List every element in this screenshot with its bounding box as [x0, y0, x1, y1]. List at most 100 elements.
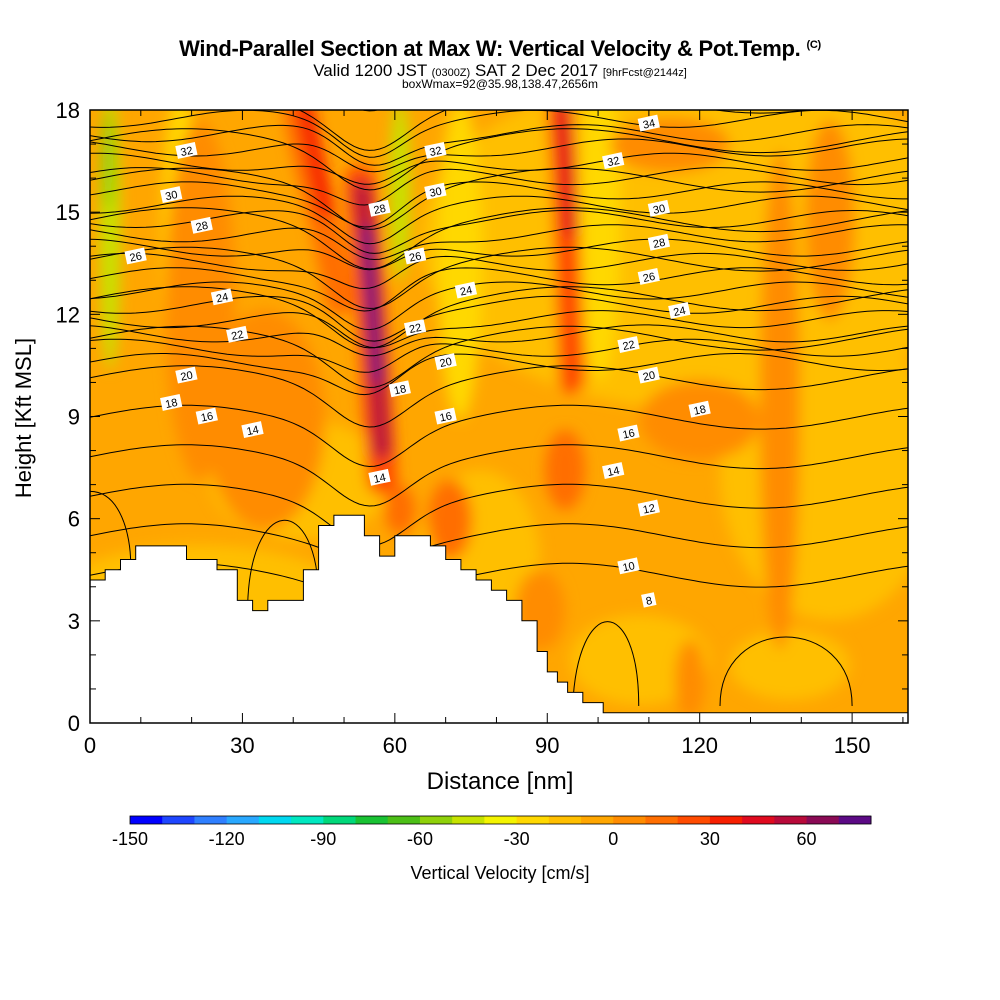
theta-label-18: 18: [388, 380, 411, 397]
theta-isentrope: [90, 167, 908, 206]
field-shading: [90, 110, 908, 720]
x-tick-label: 30: [230, 733, 254, 758]
theta-label-bg: [617, 557, 640, 575]
theta-isentrope: [90, 267, 908, 312]
theta-label-bg: [668, 301, 691, 319]
theta-label-bg: [403, 319, 427, 336]
theta-label-text: 10: [622, 560, 636, 574]
theta-label-bg: [637, 499, 660, 517]
updraft-main-peak: [361, 225, 382, 385]
y-tick-label: 0: [68, 711, 80, 736]
theta-label-bg: [160, 186, 183, 204]
theta-isentrope: [90, 338, 908, 373]
valid-utc: (0300Z): [431, 67, 471, 79]
theta-label-text: 20: [642, 369, 656, 383]
theta-label-16: 16: [617, 424, 640, 442]
theta-label-20: 20: [434, 353, 457, 370]
theta-label-14: 14: [241, 421, 264, 439]
theta-label-text: 20: [179, 369, 193, 383]
theta-isentrope: [90, 181, 908, 228]
theta-label-bg: [424, 141, 447, 159]
y-tick-label: 6: [68, 507, 80, 532]
theta-isentrope: [90, 152, 908, 185]
theta-label-14: 14: [602, 462, 625, 479]
valid-date: SAT 2 Dec 2017: [474, 61, 599, 80]
updraft-left-core: [296, 110, 334, 219]
x-tick-label: 0: [84, 733, 96, 758]
theta-label-bg: [403, 247, 427, 265]
field-patch: [165, 120, 235, 480]
theta-label-28: 28: [368, 199, 391, 217]
theta-label-bg: [602, 152, 625, 170]
theta-isentrope: [90, 252, 908, 290]
theta-label-12: 12: [637, 499, 660, 517]
theta-label-bg: [241, 421, 264, 439]
field-patch: [675, 640, 705, 720]
theta-contour-10: [90, 523, 908, 562]
theta-label-bg: [602, 462, 625, 479]
axis-ticks: [89, 109, 908, 724]
field-patch: [390, 110, 410, 280]
theta-label-text: 24: [459, 284, 473, 298]
updraft-right-core: [555, 110, 577, 237]
theta-label-32: 32: [424, 141, 447, 159]
theta-label-text: 22: [622, 339, 636, 353]
theta-label-text: 26: [642, 271, 656, 285]
theta-label-bg: [647, 233, 671, 251]
theta-label-text: 24: [215, 291, 229, 305]
surface-contour: [572, 621, 640, 706]
theta-label-text: 28: [195, 220, 209, 234]
theta-label-bg: [617, 424, 640, 442]
theta-label-bg: [124, 247, 147, 265]
colorbar-label: Vertical Velocity [cm/s]: [410, 863, 590, 883]
theta-contour-18: [90, 365, 908, 428]
theta-label-text: 26: [408, 250, 422, 264]
theta-label-32: 32: [602, 152, 625, 170]
theta-contour-32: [298, 110, 809, 151]
theta-label-text: 12: [642, 502, 656, 516]
y-tick-label: 18: [56, 98, 80, 123]
theta-label-text: 32: [179, 145, 193, 159]
x-tick-label: 90: [535, 733, 559, 758]
theta-label-10: 10: [617, 557, 640, 575]
theta-label-text: 16: [622, 427, 636, 441]
theta-isentrope: [90, 210, 908, 254]
theta-label-text: 32: [606, 155, 620, 169]
theta-label-bg: [641, 592, 657, 608]
y-tick-label: 9: [68, 405, 80, 430]
theta-label-bg: [688, 400, 711, 418]
theta-label-16: 16: [195, 407, 218, 425]
field-patch: [720, 320, 908, 620]
theta-label-24: 24: [454, 281, 478, 299]
theta-label-28: 28: [190, 216, 213, 234]
theta-label-bg: [368, 199, 391, 217]
theta-label-text: 22: [408, 322, 422, 336]
theta-label-bg: [175, 141, 198, 159]
theta-label-34: 34: [637, 114, 660, 132]
theta-label-text: 8: [645, 595, 653, 608]
theta-label-bg: [617, 336, 640, 353]
theta-label-bg: [368, 468, 391, 486]
theta-label-text: 18: [164, 397, 178, 411]
theta-isentrope: [90, 324, 908, 357]
theta-isentrope: [90, 124, 908, 166]
theta-contour-14: [90, 444, 908, 507]
theta-label-bg: [637, 366, 660, 384]
theta-label-22: 22: [403, 319, 427, 336]
theta-label-20: 20: [175, 366, 198, 384]
theta-isentrope: [90, 353, 908, 396]
theta-label-text: 30: [164, 189, 178, 203]
field-patch: [205, 310, 325, 530]
theta-label-18: 18: [688, 400, 711, 418]
theta-label-bg: [424, 182, 447, 200]
theta-contour-24: [90, 246, 908, 309]
theta-label-bg: [434, 407, 457, 425]
theta-label-bg: [195, 407, 218, 425]
y-axis-label: Height [Kft MSL]: [11, 337, 36, 499]
theta-label-20: 20: [637, 366, 660, 384]
y-tick-label: 3: [68, 609, 80, 634]
field-patch: [580, 110, 620, 380]
theta-label-30: 30: [424, 182, 447, 200]
box-info: boxWmax=92@35.98,138.47,2656m: [402, 77, 598, 91]
valid-prefix: Valid 1200 JST: [313, 61, 427, 80]
